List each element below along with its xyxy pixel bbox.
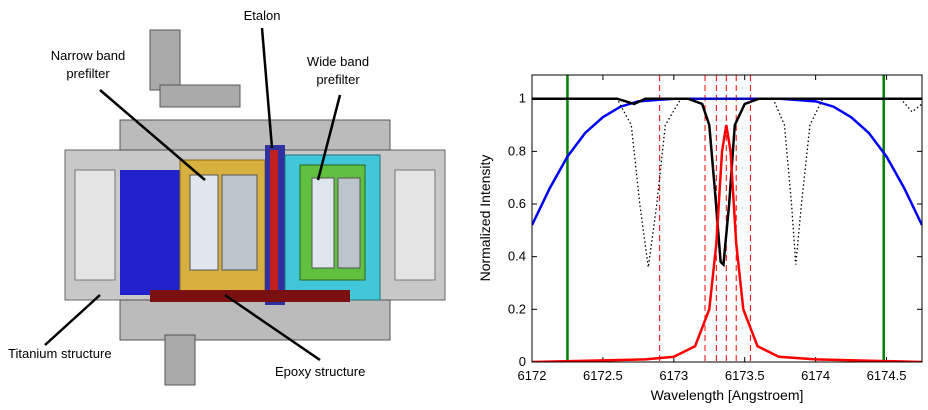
x-tick-label: 6173 bbox=[659, 368, 688, 383]
bottom-plate bbox=[119, 299, 391, 341]
bracket bbox=[164, 334, 196, 386]
lens bbox=[74, 169, 116, 281]
callout-arrows bbox=[44, 27, 342, 362]
label-etalon: Etalon bbox=[244, 8, 281, 23]
label-titanium: Titanium structure bbox=[8, 346, 112, 361]
curve bbox=[532, 97, 922, 226]
curve bbox=[532, 124, 922, 362]
label-narrow-band: Narrow band bbox=[51, 48, 125, 63]
x-tick-label: 6174 bbox=[801, 368, 830, 383]
x-tick-label: 6173.5 bbox=[725, 368, 765, 383]
label-wide-band: Wide band bbox=[307, 54, 369, 69]
etalon bbox=[270, 150, 278, 300]
bracket bbox=[149, 29, 181, 91]
lens bbox=[394, 169, 436, 281]
bracket bbox=[159, 84, 241, 108]
y-tick-label: 0.6 bbox=[508, 196, 526, 211]
filter-glass bbox=[311, 177, 335, 269]
y-tick-label: 0 bbox=[519, 354, 526, 369]
plot-frame bbox=[531, 74, 923, 363]
label-wide-band: prefilter bbox=[316, 72, 360, 87]
top-plate bbox=[119, 119, 391, 151]
filter-glass bbox=[189, 174, 219, 271]
label-narrow-band: prefilter bbox=[66, 66, 110, 81]
x-tick-label: 6172 bbox=[518, 368, 547, 383]
instrument-drawing bbox=[44, 27, 446, 386]
x-tick-label: 6172.5 bbox=[583, 368, 623, 383]
blue-block bbox=[120, 170, 180, 295]
curve bbox=[532, 98, 922, 268]
filter-glass bbox=[337, 177, 361, 269]
x-tick-label: 6174.5 bbox=[867, 368, 907, 383]
y-axis-label: Normalized Intensity bbox=[477, 155, 493, 282]
x-axis-label: Wavelength [Angstroem] bbox=[651, 387, 804, 403]
curve bbox=[532, 97, 922, 268]
filter-glass bbox=[221, 174, 258, 271]
label-epoxy: Epoxy structure bbox=[275, 364, 365, 379]
y-tick-label: 1 bbox=[519, 91, 526, 106]
y-tick-label: 0.4 bbox=[508, 249, 526, 264]
y-tick-label: 0.2 bbox=[508, 301, 526, 316]
y-tick-label: 0.8 bbox=[508, 143, 526, 158]
epoxy-structure bbox=[150, 290, 350, 302]
